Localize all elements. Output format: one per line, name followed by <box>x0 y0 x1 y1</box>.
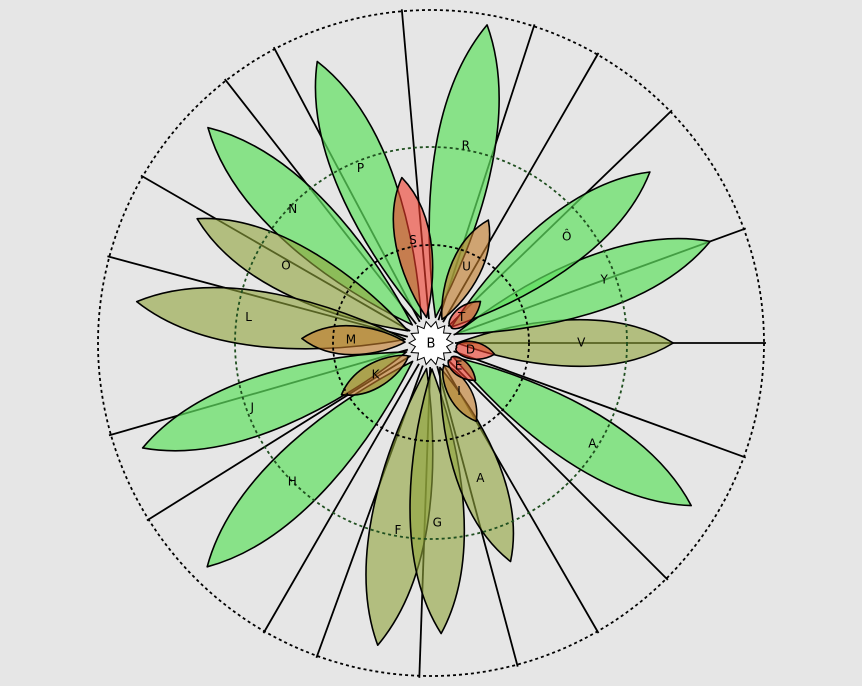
petal-ô <box>450 171 651 328</box>
center-label: B <box>427 337 436 352</box>
petal-label: T <box>457 310 466 324</box>
petal-label: R <box>462 138 470 152</box>
petal-a <box>452 355 693 507</box>
petal-d <box>455 340 496 360</box>
petal-label: K <box>372 368 381 382</box>
petal-label: P <box>357 161 364 175</box>
petal-t <box>448 300 482 330</box>
petal-j <box>141 351 408 452</box>
petal-label: A <box>588 436 597 450</box>
petal-label: Ô <box>562 228 571 243</box>
petal-label: N <box>288 202 297 216</box>
petal-label: V <box>577 336 586 350</box>
spoke-line <box>447 359 669 581</box>
petal-labels: R P N O L J H F G A A V Y Ô U M K I S T DE <box>245 138 608 537</box>
petal-k <box>340 354 410 396</box>
inner-dashed-ring <box>332 244 530 442</box>
spoke-line <box>453 350 747 459</box>
petal-e <box>447 355 477 382</box>
middle-dashed-ring <box>234 146 628 540</box>
petal-label: Y <box>599 272 608 286</box>
petal-label: M <box>346 333 356 347</box>
spoke-line <box>262 363 420 634</box>
hub-disc <box>407 320 455 366</box>
petal-label: G <box>433 516 442 530</box>
petal-m <box>301 324 406 356</box>
petal-u <box>440 219 491 321</box>
center-hub <box>407 320 455 366</box>
petal-label: S <box>409 233 417 247</box>
petal-label: L <box>245 310 252 324</box>
petal-shapes <box>135 24 712 646</box>
petal-s <box>392 176 434 319</box>
petal-label: U <box>462 259 471 273</box>
petal-label: H <box>288 474 297 488</box>
petal-label: A <box>476 471 485 485</box>
petal-label: E <box>455 359 463 373</box>
petal-label: O <box>281 258 290 272</box>
petal-label: J <box>249 401 254 415</box>
petal-label: D <box>466 342 475 356</box>
outer-dashed-ring <box>97 9 765 677</box>
petal-label: I <box>457 384 461 398</box>
petal-label: F <box>395 523 402 537</box>
